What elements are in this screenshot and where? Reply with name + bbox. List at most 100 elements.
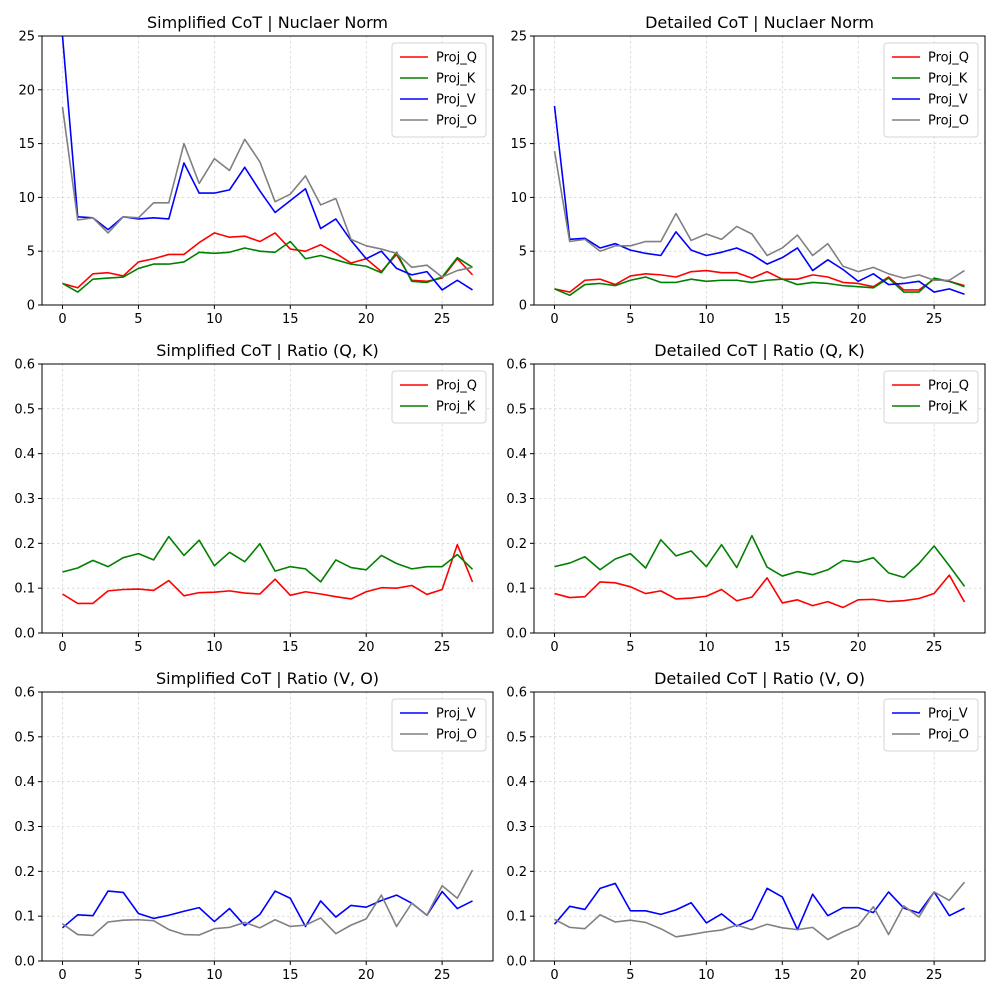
y-tick-label: 0.5 xyxy=(506,402,527,417)
legend-label: Proj_Q xyxy=(928,379,969,394)
y-tick-label: 20 xyxy=(18,83,35,98)
series-line-proj-o xyxy=(554,881,966,941)
y-tick-label: 20 xyxy=(510,83,527,98)
y-tick-label: 15 xyxy=(18,137,35,152)
y-tick-label: 5 xyxy=(519,245,527,260)
x-tick-label: 5 xyxy=(626,312,634,327)
y-tick-label: 0.0 xyxy=(14,955,35,970)
legend-label: Proj_Q xyxy=(436,51,477,66)
x-tick-label: 25 xyxy=(434,640,451,655)
x-tick-label: 10 xyxy=(698,968,715,983)
y-tick-label: 0.3 xyxy=(506,492,527,507)
x-tick-label: 20 xyxy=(850,968,867,983)
x-tick-label: 20 xyxy=(850,640,867,655)
chart-panel-1: Detailed CoT | Nuclaer Norm 0 5 10 15 20 25 0 5 1… xyxy=(510,13,986,327)
x-tick-label: 20 xyxy=(358,312,375,327)
axes-frame xyxy=(41,35,494,306)
y-tick-label: 0.5 xyxy=(14,402,35,417)
series-line-proj-o xyxy=(62,869,474,937)
x-tick-label: 0 xyxy=(550,640,558,655)
x-tick-label: 15 xyxy=(282,968,299,983)
y-tick-label: 5 xyxy=(27,245,35,260)
series-line-proj-q xyxy=(554,574,966,609)
series-line-proj-q xyxy=(62,543,474,605)
x-tick-label: 5 xyxy=(626,640,634,655)
legend-box xyxy=(391,370,487,424)
x-tick-label: 5 xyxy=(134,968,142,983)
chart-title: Detailed CoT | Ratio (V, O) xyxy=(654,669,865,688)
legend-label: Proj_O xyxy=(928,114,969,129)
y-tick-label: 0.1 xyxy=(14,910,35,925)
chart-panel-0: Simplified CoT | Nuclaer Norm 0 5 10 15 20 25 0… xyxy=(18,13,494,327)
legend: Proj_Q Proj_K Proj_V Proj_O xyxy=(883,42,979,138)
y-tick-label: 0 xyxy=(27,299,35,314)
chart-panel-2: Simplified CoT | Ratio (Q, K) 0 5 10 15 20 25 0… xyxy=(14,341,494,655)
x-tick-label: 0 xyxy=(58,640,66,655)
series-line-proj-k xyxy=(62,240,473,293)
x-tick-label: 20 xyxy=(850,312,867,327)
y-tick-label: 15 xyxy=(510,137,527,152)
y-tick-label: 0.6 xyxy=(506,686,527,701)
legend-box xyxy=(391,698,487,752)
legend-label: Proj_V xyxy=(436,707,476,722)
legend-box xyxy=(883,42,979,138)
y-tick-label: 0.0 xyxy=(14,627,35,642)
x-tick-label: 0 xyxy=(58,968,66,983)
legend: Proj_Q Proj_K Proj_V Proj_O xyxy=(391,42,487,138)
y-tick-label: 0.3 xyxy=(506,820,527,835)
legend-label: Proj_O xyxy=(436,114,477,129)
x-tick-label: 0 xyxy=(550,968,558,983)
series-line-proj-o xyxy=(61,106,473,278)
legend: Proj_V Proj_O xyxy=(883,698,979,752)
y-tick-label: 0.6 xyxy=(14,358,35,373)
series-line-proj-v xyxy=(553,105,965,295)
y-tick-label: 0.2 xyxy=(14,537,35,552)
y-tick-label: 0.0 xyxy=(506,627,527,642)
legend-label: Proj_K xyxy=(928,400,968,415)
x-tick-label: 10 xyxy=(206,968,223,983)
x-tick-label: 15 xyxy=(774,968,791,983)
x-tick-label: 0 xyxy=(550,312,558,327)
legend-box xyxy=(883,370,979,424)
x-tick-label: 25 xyxy=(434,968,451,983)
y-tick-label: 0.6 xyxy=(14,686,35,701)
chart-panel-4: Simplified CoT | Ratio (V, O) 0 5 10 15 20 25 0… xyxy=(14,669,494,983)
x-tick-label: 5 xyxy=(134,640,142,655)
series-line-proj-v xyxy=(61,890,473,929)
x-tick-label: 25 xyxy=(926,640,943,655)
x-tick-label: 15 xyxy=(774,640,791,655)
axes-frame xyxy=(533,35,986,306)
y-tick-label: 0 xyxy=(519,299,527,314)
x-tick-label: 20 xyxy=(358,640,375,655)
x-tick-label: 15 xyxy=(282,312,299,327)
chart-title: Simplified CoT | Ratio (V, O) xyxy=(156,669,379,688)
chart-title: Simplified CoT | Nuclaer Norm xyxy=(147,13,388,32)
chart-title: Detailed CoT | Nuclaer Norm xyxy=(645,13,874,32)
x-tick-label: 25 xyxy=(434,312,451,327)
legend-label: Proj_V xyxy=(436,93,476,108)
x-tick-label: 10 xyxy=(206,640,223,655)
legend-box xyxy=(883,698,979,752)
y-tick-label: 0.5 xyxy=(14,730,35,745)
x-tick-label: 25 xyxy=(926,312,943,327)
x-tick-label: 15 xyxy=(774,312,791,327)
x-tick-label: 5 xyxy=(626,968,634,983)
y-tick-label: 0.0 xyxy=(506,955,527,970)
y-tick-label: 0.1 xyxy=(14,582,35,597)
x-tick-label: 10 xyxy=(206,312,223,327)
y-tick-label: 0.2 xyxy=(506,537,527,552)
legend-label: Proj_O xyxy=(436,728,477,743)
series-line-proj-o xyxy=(553,150,965,282)
y-tick-label: 0.3 xyxy=(14,492,35,507)
legend-label: Proj_K xyxy=(436,400,476,415)
chart-panel-5: Detailed CoT | Ratio (V, O) 0 5 10 15 20 25 0.0… xyxy=(506,669,986,983)
y-tick-label: 0.2 xyxy=(14,865,35,880)
series-line-proj-k xyxy=(62,535,474,583)
x-tick-label: 25 xyxy=(926,968,943,983)
y-tick-label: 0.1 xyxy=(506,910,527,925)
x-tick-label: 5 xyxy=(134,312,142,327)
y-tick-label: 10 xyxy=(510,191,527,206)
legend: Proj_V Proj_O xyxy=(391,698,487,752)
y-tick-label: 0.4 xyxy=(14,775,35,790)
